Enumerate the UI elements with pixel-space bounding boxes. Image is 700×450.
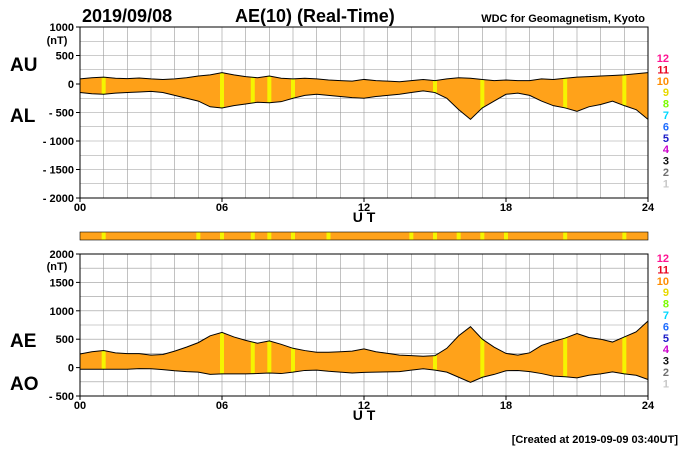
station-bar-highlight <box>326 232 331 240</box>
ae-ao-legend-level: 8 <box>663 299 669 311</box>
au-al-highlight-strip <box>622 72 627 120</box>
ae-ao-legend-level: 11 <box>657 264 669 276</box>
ae-ao-legend-level: 12 <box>657 253 669 265</box>
station-bar-highlight <box>291 232 295 240</box>
au-al-legend-level: 7 <box>663 110 669 122</box>
au-al-x-tick-label: 24 <box>642 202 655 214</box>
ae-series-line <box>79 320 649 357</box>
ae-ao-highlight-strip <box>250 321 255 383</box>
station-bar-background <box>79 231 649 241</box>
au-al-legend-level: 10 <box>657 76 669 88</box>
ae-ao-x-tick-label: 18 <box>500 400 512 412</box>
au-al-highlight-strip <box>220 72 224 120</box>
au-al-x-tick-label: 12 <box>358 202 370 214</box>
au-al-legend-level: 6 <box>663 121 669 133</box>
au-label: AU <box>10 55 37 76</box>
au-al-x-tick-label: 00 <box>74 202 86 214</box>
ae-ao-highlight-strip <box>622 321 627 383</box>
ae-ao-highlight-strip <box>220 321 224 383</box>
station-coverage-bar <box>79 231 649 241</box>
station-bar-highlight <box>563 232 568 240</box>
au-al-y-tick-label: - 1000 <box>43 136 74 148</box>
ao-label: AO <box>10 374 39 395</box>
ae-ao-highlight-strip <box>101 321 106 383</box>
au-al-highlight-strip <box>267 72 272 120</box>
ae-ao-y-tick-label: - 500 <box>49 391 74 403</box>
ae-ao-x-tick-label: 24 <box>642 400 655 412</box>
au-al-y-tick-label: - 500 <box>49 108 74 120</box>
au-al-legend-level: 3 <box>663 156 669 168</box>
ae-ao-unit-label: (nT) <box>47 261 68 273</box>
ae-ao-highlight-strip <box>480 321 485 383</box>
au-al-x-tick-label: 06 <box>216 202 228 214</box>
au-al-x-axis-label: U T <box>353 209 376 225</box>
chart-title: AE(10) (Real-Time) <box>235 6 395 26</box>
ae-ao-y-tick-label: 1500 <box>50 277 74 289</box>
ae-ao-legend-level: 9 <box>663 287 669 299</box>
ae-ao-y-tick-label: 2000 <box>50 249 74 261</box>
ae-ao-legend-level: 4 <box>663 344 670 356</box>
au-al-y-tick-label: 1000 <box>50 22 74 34</box>
au-al-y-tick-label: - 2000 <box>43 193 74 205</box>
created-timestamp: [Created at 2019-09-09 03:40UT] <box>512 434 679 446</box>
ae-ao-legend-level: 5 <box>663 333 669 345</box>
au-al-highlight-strip <box>250 72 255 120</box>
station-bar-highlight <box>433 232 437 240</box>
source-label: WDC for Geomagnetism, Kyoto <box>481 13 645 25</box>
al-series-line <box>79 90 649 121</box>
ae-ao-x-tick-label: 12 <box>358 400 370 412</box>
al-label: AL <box>10 106 36 127</box>
ae-ao-legend-level: 7 <box>663 310 669 322</box>
au-al-unit-label: (nT) <box>47 35 68 47</box>
au-al-legend-level: 8 <box>663 99 669 111</box>
station-bar-highlight <box>480 232 485 240</box>
au-al-y-tick-label: 0 <box>68 79 74 91</box>
ae-ao-highlight-strip <box>267 321 272 383</box>
au-al-highlight-strip <box>291 72 295 120</box>
station-bar-highlight <box>196 232 201 240</box>
ae-ao-legend-level: 6 <box>663 321 669 333</box>
station-bar-highlight <box>409 232 414 240</box>
au-al-legend-level: 2 <box>663 167 669 179</box>
ae-ao-x-axis-label: U T <box>353 407 376 423</box>
au-al-legend-level: 5 <box>663 133 669 145</box>
au-al-legend-level: 4 <box>663 144 670 156</box>
ae-ao-x-tick-label: 00 <box>74 400 86 412</box>
station-bar-highlight <box>622 232 627 240</box>
station-bar-highlight <box>220 232 224 240</box>
ae-ao-legend-level: 1 <box>663 378 669 390</box>
au-al-highlight-strip <box>480 72 485 120</box>
station-bar-highlight <box>504 232 508 240</box>
au-al-legend-level: 9 <box>663 87 669 99</box>
au-al-legend-level: 11 <box>657 64 669 76</box>
ae-ao-legend-level: 2 <box>663 367 669 379</box>
date-label: 2019/09/08 <box>82 6 172 26</box>
ae-ao-y-tick-label: 1000 <box>50 306 74 318</box>
au-al-legend-level: 12 <box>657 53 669 65</box>
au-al-x-tick-label: 18 <box>500 202 512 214</box>
station-bar-highlight <box>101 232 106 240</box>
ao-series-line <box>80 368 649 383</box>
station-bar-highlight <box>250 232 255 240</box>
au-al-legend-level: 1 <box>663 178 669 190</box>
au-series-line <box>79 72 649 83</box>
au-al-highlight-strip <box>563 72 568 120</box>
ae-ao-highlight-strip <box>563 321 568 383</box>
ae-ao-y-tick-label: 500 <box>56 334 74 346</box>
ae-ao-legend-level: 3 <box>663 356 669 368</box>
au-al-y-tick-label: - 1500 <box>43 165 74 177</box>
ae-ao-highlight-strip <box>291 321 295 383</box>
ae-label: AE <box>10 331 36 352</box>
station-bar-highlight <box>267 232 272 240</box>
au-al-y-tick-label: 500 <box>56 51 74 63</box>
station-bar-highlight <box>456 232 461 240</box>
ae-ao-legend-level: 10 <box>657 276 669 288</box>
ae-ao-x-tick-label: 06 <box>216 400 228 412</box>
ae-ao-y-tick-label: 0 <box>68 363 74 375</box>
